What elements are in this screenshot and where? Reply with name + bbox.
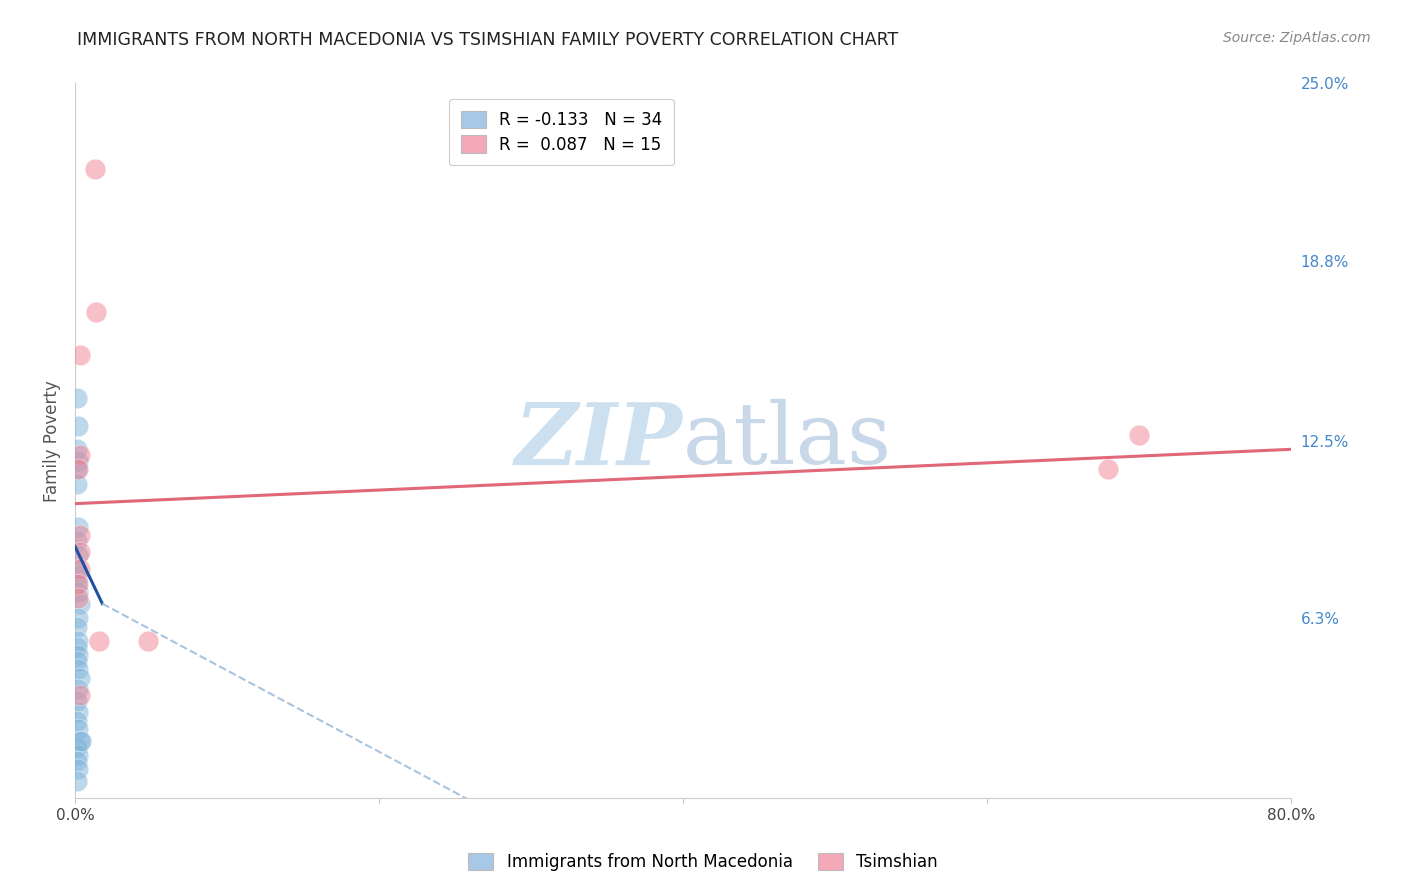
- Point: [67, 748, 90, 763]
- Y-axis label: Family Poverty: Family Poverty: [44, 380, 60, 501]
- Point: [65, 739, 87, 754]
- Point: [65, 442, 87, 457]
- Point: [67, 706, 90, 720]
- Point: [65, 654, 87, 668]
- Point: [69, 734, 91, 748]
- Point: [70, 734, 93, 748]
- Legend: Immigrants from North Macedonia, Tsimshian: Immigrants from North Macedonia, Tsimshi…: [460, 845, 946, 880]
- Point: [65, 773, 87, 788]
- Point: [65, 694, 87, 708]
- Text: IMMIGRANTS FROM NORTH MACEDONIA VS TSIMSHIAN FAMILY POVERTY CORRELATION CHART: IMMIGRANTS FROM NORTH MACEDONIA VS TSIMS…: [77, 31, 898, 49]
- Point: [67, 611, 90, 625]
- Point: [67, 723, 90, 737]
- Point: [89, 633, 111, 648]
- Point: [69, 562, 91, 576]
- Point: [67, 682, 90, 697]
- Legend: R = -0.133   N = 34, R =  0.087   N = 15: R = -0.133 N = 34, R = 0.087 N = 15: [449, 99, 673, 165]
- Point: [69, 597, 91, 611]
- Point: [83, 162, 105, 177]
- Point: [69, 348, 91, 362]
- Point: [67, 568, 90, 582]
- Point: [67, 576, 90, 591]
- Point: [67, 548, 90, 562]
- Point: [65, 619, 87, 633]
- Point: [69, 671, 91, 685]
- Point: [67, 462, 90, 476]
- Point: [65, 576, 87, 591]
- Point: [1128, 428, 1150, 442]
- Point: [65, 476, 87, 491]
- Point: [65, 462, 87, 476]
- Point: [69, 528, 91, 542]
- Point: [67, 419, 90, 434]
- Point: [67, 591, 90, 605]
- Point: [69, 545, 91, 559]
- Point: [69, 688, 91, 702]
- Point: [67, 662, 90, 676]
- Point: [67, 763, 90, 777]
- Point: [69, 448, 91, 462]
- Point: [65, 562, 87, 576]
- Point: [65, 640, 87, 654]
- Point: [65, 714, 87, 728]
- Point: [67, 585, 90, 599]
- Point: [65, 391, 87, 405]
- Point: [136, 633, 159, 648]
- Point: [1097, 462, 1119, 476]
- Text: atlas: atlas: [683, 399, 891, 483]
- Point: [65, 754, 87, 768]
- Point: [65, 533, 87, 548]
- Point: [67, 633, 90, 648]
- Point: [67, 454, 90, 468]
- Text: Source: ZipAtlas.com: Source: ZipAtlas.com: [1223, 31, 1371, 45]
- Point: [67, 648, 90, 662]
- Text: ZIP: ZIP: [515, 399, 683, 483]
- Point: [84, 305, 107, 319]
- Point: [67, 519, 90, 533]
